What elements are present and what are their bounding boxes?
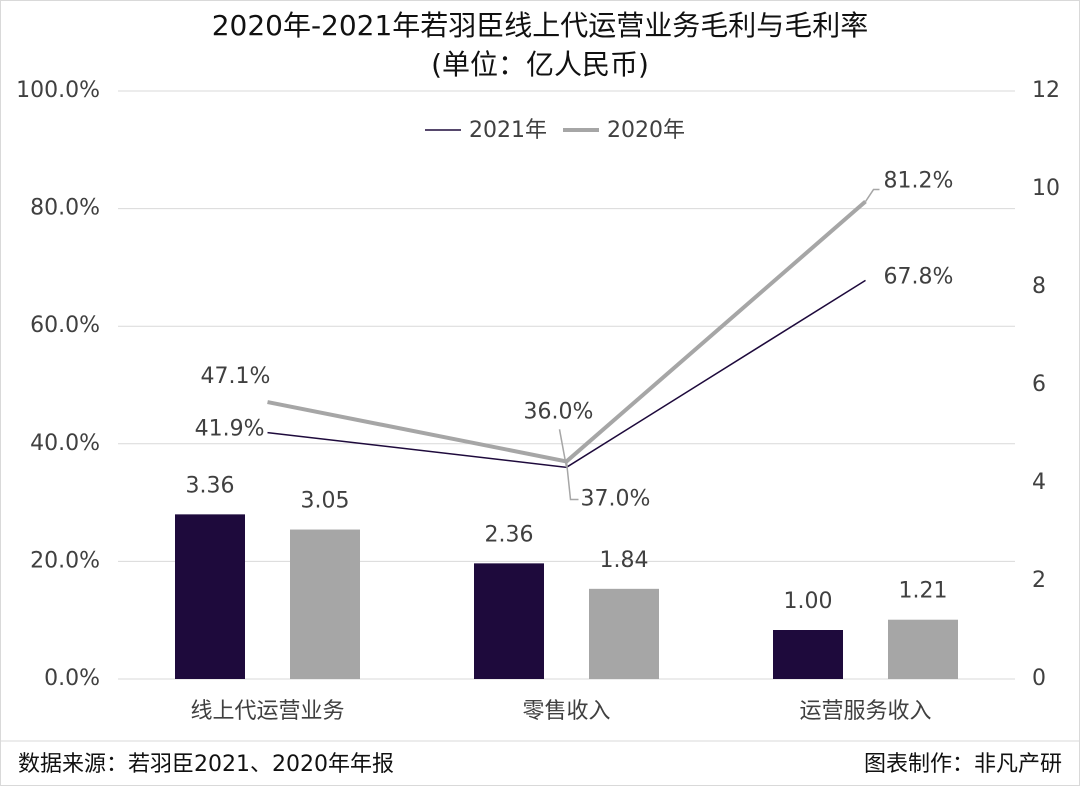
legend-label: 2020年	[607, 118, 685, 143]
bar-value-label: 1.00	[784, 589, 833, 614]
y-tick-label: 80.0%	[30, 196, 100, 221]
y2-tick-label: 2	[1032, 568, 1046, 593]
bar-value-label: 3.05	[301, 489, 350, 514]
line-value-label: 41.9%	[195, 417, 265, 442]
line-value-label: 81.2%	[884, 169, 954, 194]
line-value-label: 67.8%	[884, 264, 954, 289]
bar-value-label: 3.36	[186, 473, 235, 498]
y-tick-label: 40.0%	[30, 431, 100, 456]
bar-value-label: 1.84	[600, 548, 649, 573]
leader-line	[565, 461, 579, 501]
bar-value-label: 1.21	[899, 579, 948, 604]
y-tick-label: 20.0%	[30, 548, 100, 573]
y-tick-label: 0.0%	[44, 666, 100, 691]
y2-tick-label: 4	[1032, 470, 1046, 495]
bar	[589, 588, 659, 679]
chart-subtitle: (单位：亿人民币)	[431, 48, 649, 81]
credit: 图表制作：非凡产研	[864, 752, 1062, 777]
line-value-label: 36.0%	[524, 399, 594, 424]
chart-title: 2020年-2021年若羽臣线上代运营业务毛利与毛利率	[212, 9, 869, 42]
legend-label: 2021年	[469, 118, 547, 143]
y2-tick-label: 12	[1032, 78, 1060, 103]
x-tick-label: 运营服务收入	[799, 699, 931, 724]
line-value-label: 37.0%	[581, 486, 651, 511]
line-value-label: 47.1%	[201, 364, 271, 389]
x-tick-label: 线上代运营业务	[190, 699, 344, 724]
leader-line	[864, 188, 880, 202]
y2-tick-label: 10	[1032, 176, 1060, 201]
bar	[290, 529, 360, 679]
x-tick-label: 零售收入	[522, 699, 610, 724]
y2-tick-label: 0	[1032, 666, 1046, 691]
y-tick-label: 60.0%	[30, 313, 100, 338]
bar	[773, 630, 843, 679]
bar-value-label: 2.36	[485, 522, 534, 547]
bar	[888, 619, 958, 679]
y2-tick-label: 6	[1032, 372, 1046, 397]
bar	[474, 563, 544, 679]
y2-tick-label: 8	[1032, 274, 1046, 299]
bar	[175, 514, 245, 679]
source: 数据来源：若羽臣2021、2020年年报	[18, 752, 394, 777]
y-tick-label: 100.0%	[16, 78, 100, 103]
